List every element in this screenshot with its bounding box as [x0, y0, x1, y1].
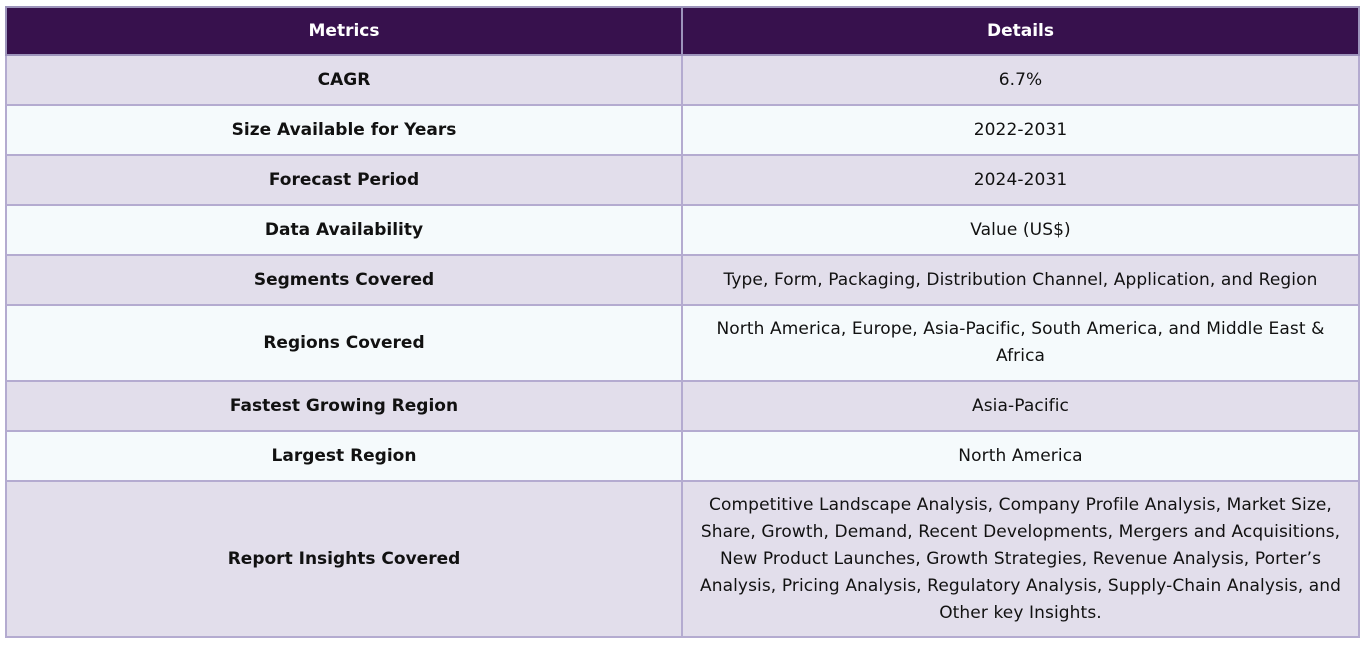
table-row: Data Availability Value (US$): [5, 204, 1360, 256]
detail-cell: Asia-Pacific: [681, 380, 1360, 432]
metric-cell: Report Insights Covered: [5, 480, 683, 638]
table-row: Largest Region North America: [5, 430, 1360, 482]
table-row: Fastest Growing Region Asia-Pacific: [5, 380, 1360, 432]
detail-cell: Competitive Landscape Analysis, Company …: [681, 480, 1360, 638]
detail-cell: Value (US$): [681, 204, 1360, 256]
detail-cell: 2022-2031: [681, 104, 1360, 156]
metric-cell: Fastest Growing Region: [5, 380, 683, 432]
detail-cell: 6.7%: [681, 54, 1360, 106]
table-row: Segments Covered Type, Form, Packaging, …: [5, 254, 1360, 306]
metric-cell: Segments Covered: [5, 254, 683, 306]
detail-cell: North America: [681, 430, 1360, 482]
metrics-table: Metrics Details CAGR 6.7% Size Available…: [5, 6, 1360, 638]
detail-cell: Type, Form, Packaging, Distribution Chan…: [681, 254, 1360, 306]
detail-cell: 2024-2031: [681, 154, 1360, 206]
table-row: Size Available for Years 2022-2031: [5, 104, 1360, 156]
metric-cell: CAGR: [5, 54, 683, 106]
metric-cell: Largest Region: [5, 430, 683, 482]
header-details: Details: [681, 6, 1360, 56]
table-row: Regions Covered North America, Europe, A…: [5, 304, 1360, 382]
table-row: Report Insights Covered Competitive Land…: [5, 480, 1360, 638]
table-row: Forecast Period 2024-2031: [5, 154, 1360, 206]
table-row: CAGR 6.7%: [5, 54, 1360, 106]
metrics-table-container: Metrics Details CAGR 6.7% Size Available…: [5, 6, 1360, 638]
header-metrics: Metrics: [5, 6, 683, 56]
metric-cell: Regions Covered: [5, 304, 683, 382]
detail-cell: North America, Europe, Asia-Pacific, Sou…: [681, 304, 1360, 382]
table-header-row: Metrics Details: [5, 6, 1360, 56]
metric-cell: Size Available for Years: [5, 104, 683, 156]
metric-cell: Forecast Period: [5, 154, 683, 206]
metric-cell: Data Availability: [5, 204, 683, 256]
